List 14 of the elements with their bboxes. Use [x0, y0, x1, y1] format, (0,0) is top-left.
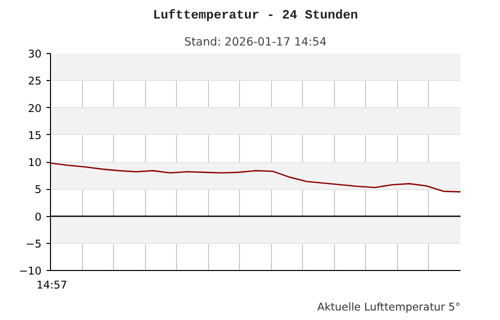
- y-tick-label: 20: [28, 102, 42, 115]
- y-tick-label: 10: [28, 156, 42, 169]
- y-tick-label: 30: [28, 48, 42, 60]
- y-tick-label: 15: [28, 128, 42, 142]
- y-tick-label: 25: [28, 74, 42, 88]
- y-tick-label: −10: [19, 264, 42, 278]
- y-tick-label: −5: [26, 237, 42, 250]
- text: Aktuelle Lufttemperatur 5°: [317, 300, 461, 314]
- text: 14:57: [36, 278, 68, 292]
- chart-title: Lufttemperatur - 24 Stunden: [152, 8, 358, 22]
- line-series: [50, 162, 460, 192]
- y-tick-label: 0: [34, 210, 42, 224]
- chart-subtitle: Stand: 2026-01-17 14:54: [184, 34, 327, 48]
- y-tick-label: 5: [34, 183, 42, 196]
